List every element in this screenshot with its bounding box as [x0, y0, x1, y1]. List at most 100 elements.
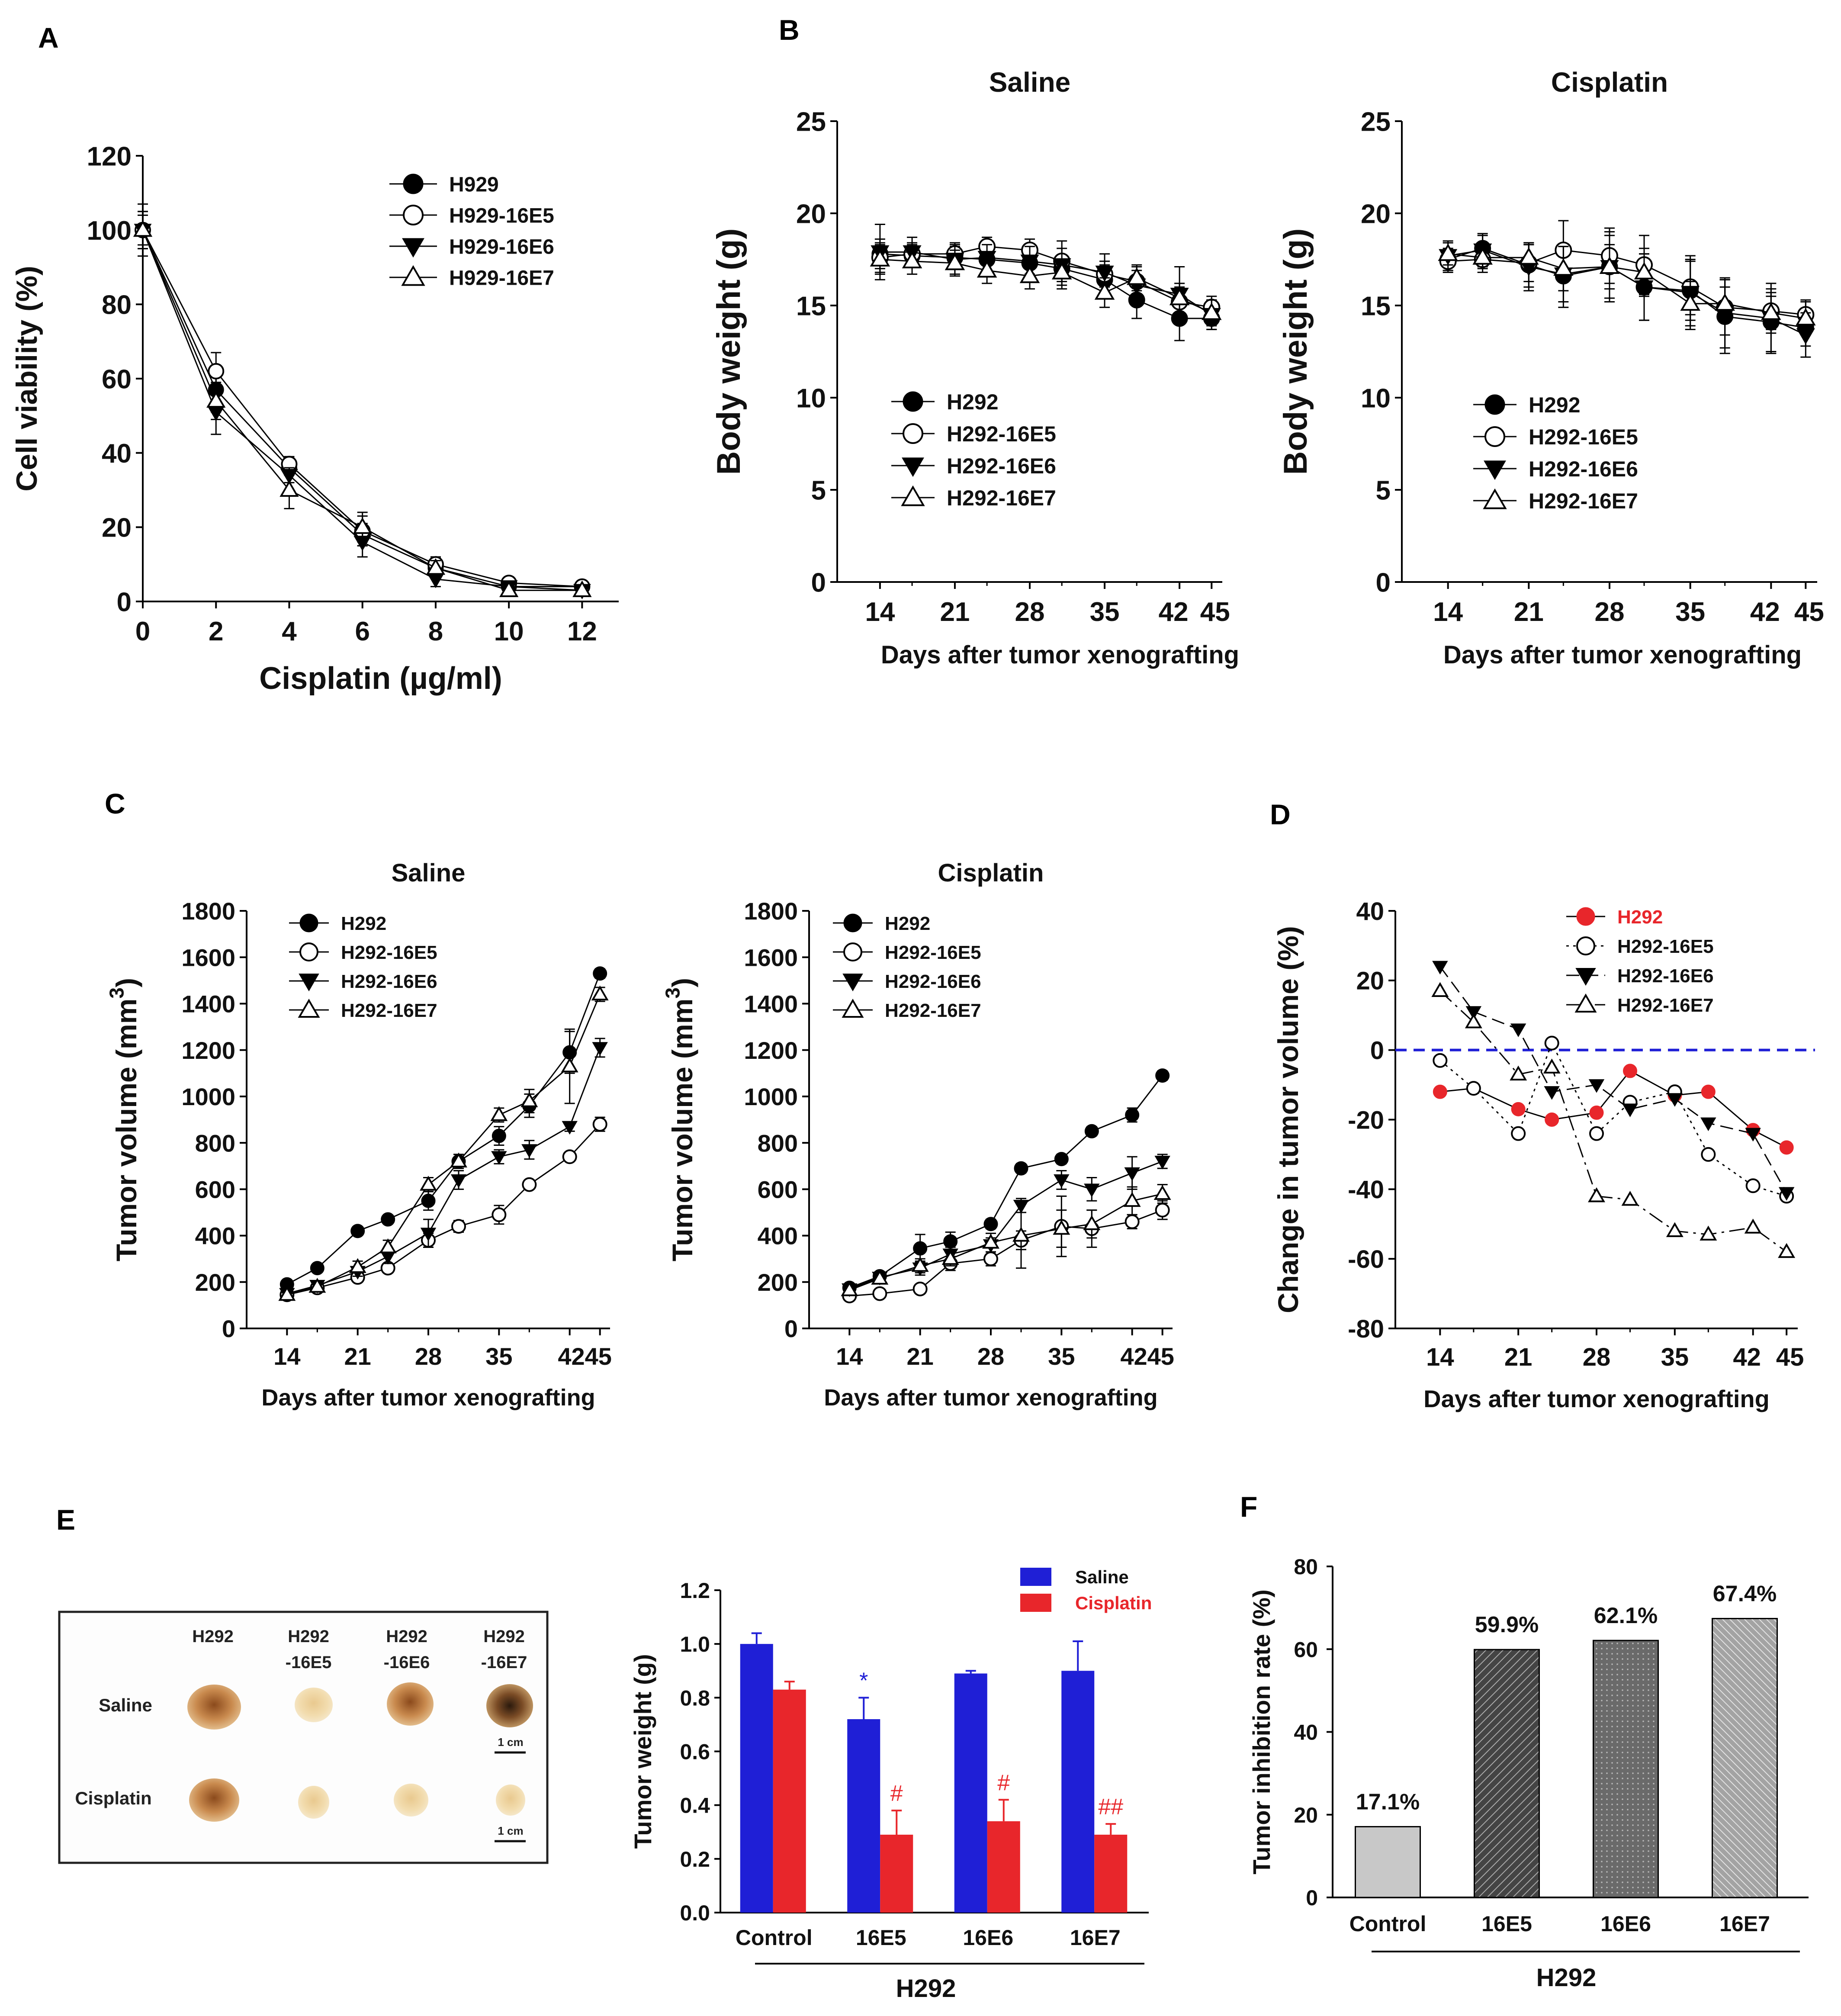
c2-legend-h292-label: H292	[885, 913, 930, 934]
b1-legend-h292-16e5-label: H292-16E5	[947, 422, 1056, 446]
d-legend-h292-16e6-label: H292-16E6	[1617, 965, 1714, 987]
scale-bar-label-bottom: 1 cm	[498, 1824, 523, 1837]
c1-series-h292-16e7-point	[308, 1278, 326, 1293]
a-x-tick-label: 4	[282, 617, 297, 646]
photo-col-label-2-suffix: -16E5	[286, 1653, 332, 1672]
d-y-tick-label: -80	[1348, 1315, 1384, 1343]
d-series-h292-16e5-point	[1466, 1081, 1481, 1096]
d-y-tick-label: -40	[1348, 1176, 1384, 1204]
chart-b-saline-body-weight: 0 5 10 15 20 25 14 21 28 35 42 45 Saline Days after t…	[710, 67, 1239, 669]
c2-y-tick-label: 400	[758, 1222, 798, 1250]
b1-series-h292-16e7-point	[902, 251, 922, 269]
c1-y-tick-label: 1400	[181, 990, 235, 1018]
photo-col-label-4-suffix: -16E7	[481, 1653, 527, 1672]
b2-series-h292-16e7-point	[1634, 262, 1655, 280]
c1-title: Saline	[392, 859, 466, 887]
e-bar-cisplatin-16e6	[987, 1821, 1020, 1913]
a-x-tick-label: 2	[209, 617, 223, 646]
e-legend-swatch-cisplatin	[1020, 1594, 1051, 1612]
c2-y-tick-label: 0	[784, 1315, 798, 1342]
c2-x-tick-label: 4245	[1120, 1343, 1174, 1370]
panel-label-a: A	[38, 22, 59, 54]
d-x-tick-label: 21	[1504, 1343, 1533, 1371]
photo-col-label-3-suffix: -16E6	[384, 1653, 430, 1672]
b2-series-h292-16e7-point	[1472, 247, 1493, 265]
a-x-axis-label: Cisplatin (µg/ml)	[259, 661, 502, 696]
e-bar-cisplatin-control	[773, 1689, 806, 1913]
c1-series-h292-16e6-point	[521, 1144, 537, 1158]
c2-series-h292-point	[983, 1217, 998, 1231]
b2-legend-h292-16e7-label: H292-16E7	[1529, 489, 1638, 513]
c1-legend-h292-marker	[299, 913, 318, 932]
c2-y-axis-label-sup: 3	[661, 987, 684, 999]
c1-y-tick-label: 200	[195, 1269, 235, 1296]
c2-title: Cisplatin	[938, 859, 1044, 887]
d-x-tick-label: 28	[1583, 1343, 1611, 1371]
d-series-h292-16e7-point	[1510, 1065, 1527, 1080]
d-series-h292-point	[1511, 1102, 1526, 1116]
chart-b-cisplatin-body-weight: 0 5 10 15 20 25 14 21 28 35 42 45 Cisplatin Days afte…	[1277, 67, 1824, 669]
a-y-tick-label: 20	[102, 513, 132, 543]
b1-legend-h292-16e6-label: H292-16E6	[947, 454, 1056, 478]
c2-series-h292-point	[1125, 1108, 1140, 1122]
b2-series-h292-16e7-point	[1599, 256, 1620, 274]
d-x-tick-label: 35	[1661, 1343, 1689, 1371]
c1-series-h292-16e6-point	[491, 1151, 507, 1165]
e-y-axis-label: Tumor weight (g)	[629, 1654, 656, 1849]
b1-series-h292-16e7-point	[1126, 267, 1147, 285]
c2-y-axis-label: Tumor volume (mm3)	[661, 978, 698, 1261]
c2-y-tick-label: 200	[758, 1269, 798, 1296]
b1-legend-h292-label: H292	[947, 390, 999, 414]
b2-series-h292-16e7-point	[1715, 293, 1735, 311]
panel-label-c: C	[105, 788, 125, 820]
c2-y-axis-label-end: )	[666, 978, 698, 987]
b1-x-tick-label: 21	[940, 597, 970, 627]
c1-series-h292-16e7-point	[420, 1176, 437, 1191]
c2-x-axis-label: Days after tumor xenografting	[824, 1385, 1157, 1411]
b2-y-tick-label: 25	[1361, 107, 1391, 137]
d-series-h292-16e6-point	[1588, 1079, 1605, 1093]
c2-x-tick-label: 14	[836, 1343, 863, 1370]
e-bar-saline-16e5-significance: *	[859, 1668, 868, 1693]
c1-x-tick-label: 21	[344, 1343, 371, 1370]
c1-series-h292-point	[593, 966, 607, 981]
b2-x-tick-label: 45	[1794, 597, 1824, 627]
c1-series-h292-16e7-point	[379, 1238, 397, 1254]
c1-y-axis-label-end: )	[110, 978, 142, 987]
d-series-h292-16e7-point	[1588, 1187, 1605, 1203]
b1-series-h292-16e7-point	[870, 249, 890, 267]
b1-x-tick-label: 28	[1015, 597, 1045, 627]
a-legend-h929-label: H929	[449, 173, 499, 196]
d-series-h292-point	[1433, 1084, 1447, 1099]
d-series-h292-16e7-point	[1543, 1058, 1561, 1074]
photo-col-label-4: H292	[483, 1627, 525, 1646]
d-series-h292-16e7-point	[1744, 1219, 1762, 1234]
d-series-h292-16e6-point	[1510, 1023, 1526, 1037]
d-series-h292-16e6-point	[1667, 1093, 1683, 1107]
a-y-axis-label: Cell viability (%)	[10, 266, 43, 491]
b2-x-tick-label: 42	[1750, 597, 1780, 627]
c2-series-h292-16e7-point	[1083, 1215, 1101, 1230]
a-legend-h929-16e7-marker	[401, 265, 425, 286]
d-legend-h292-label: H292	[1617, 907, 1663, 928]
e-y-tick-label: 1.0	[680, 1632, 710, 1656]
a-x-tick-label: 12	[567, 617, 597, 646]
a-x-tick-label: 0	[135, 617, 150, 646]
d-series-h292-point	[1589, 1105, 1604, 1120]
b2-series-h292-16e7-point	[1796, 308, 1816, 326]
c2-series-h292-16e6-point	[1124, 1167, 1140, 1181]
d-series-h292-16e6-point	[1700, 1117, 1716, 1132]
a-series-h929-16e7-point	[499, 580, 519, 597]
c1-series-h292-16e5-point	[451, 1219, 466, 1234]
d-series-h292-16e6-point	[1432, 961, 1448, 975]
c2-y-tick-label: 1000	[744, 1083, 798, 1110]
b2-series-h292-16e7-point	[1761, 302, 1781, 320]
f-category-label-control: Control	[1349, 1912, 1427, 1936]
c1-series-h292-16e7-line	[286, 994, 601, 1296]
photo-row-label-saline: Saline	[99, 1695, 152, 1715]
chart-c-cisplatin-tumor-volume: 0 200 400 600 800 1000 1200 1400 1600 1800 14 21 28 3…	[661, 859, 1174, 1411]
c1-series-h292-point	[381, 1212, 395, 1227]
d-series-h292-16e5-point	[1544, 1035, 1559, 1051]
d-series-h292-16e6-point	[1465, 1006, 1482, 1020]
